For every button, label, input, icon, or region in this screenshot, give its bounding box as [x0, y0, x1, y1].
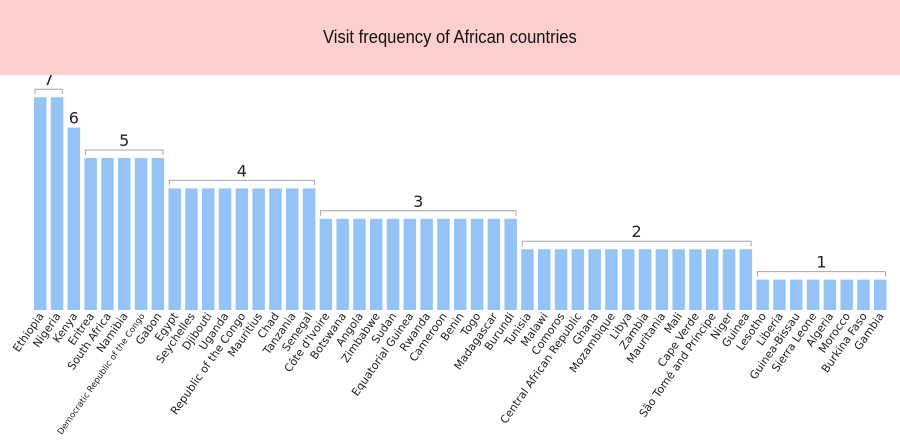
bar	[790, 279, 803, 310]
bar	[806, 279, 820, 310]
bar	[605, 249, 618, 310]
bar	[756, 279, 769, 310]
bar	[101, 158, 114, 310]
bar	[34, 97, 47, 310]
bar	[302, 188, 316, 310]
bar	[823, 279, 837, 310]
bar	[168, 188, 181, 310]
bar	[857, 279, 870, 310]
bar	[689, 249, 702, 310]
bar	[386, 218, 400, 310]
bar	[437, 218, 450, 310]
bar	[151, 158, 165, 310]
bar	[218, 188, 232, 310]
group-value-label: 2	[632, 222, 642, 241]
bar	[370, 218, 383, 310]
bar	[235, 188, 249, 310]
group-value-label: 4	[237, 161, 247, 180]
group-bracket	[320, 210, 517, 216]
bar	[588, 249, 601, 310]
group-bracket	[34, 88, 63, 95]
bar	[420, 218, 433, 310]
group-bracket	[168, 179, 315, 186]
bar	[840, 279, 853, 310]
bar	[454, 218, 467, 310]
group-value-label: 6	[69, 109, 79, 128]
bar	[706, 249, 719, 310]
bar	[134, 158, 148, 310]
group-value-label: 3	[413, 192, 423, 211]
bars-group	[34, 97, 887, 310]
group-brackets: 7 6 5 4 3 2 1	[34, 75, 886, 277]
bar	[470, 218, 484, 310]
bar	[504, 218, 517, 310]
bar	[571, 249, 585, 310]
group-bracket	[756, 271, 886, 277]
bar	[773, 279, 786, 310]
bar	[874, 279, 887, 310]
chart-header: Visit frequency of African countries	[0, 0, 900, 75]
bar	[252, 188, 265, 310]
group-value-label: 7	[44, 75, 54, 89]
bar	[638, 249, 652, 310]
chart-title: Visit frequency of African countries	[323, 27, 577, 47]
bar	[739, 249, 753, 310]
group-value-label: 1	[816, 253, 826, 272]
bar	[672, 249, 685, 310]
bar	[403, 218, 417, 310]
bar	[202, 188, 215, 310]
bar	[67, 127, 81, 310]
bar	[538, 249, 551, 310]
bar	[50, 97, 64, 310]
bar	[84, 158, 97, 310]
bar-chart: 7 6 5 4 3 2 1 EthiopiaNigeriaKenyaEritreaSouth…	[10, 75, 887, 437]
bar	[622, 249, 635, 310]
bar	[353, 218, 366, 310]
group-bracket	[84, 149, 164, 155]
bar	[655, 249, 669, 310]
bar	[487, 218, 501, 310]
group-value-label: 5	[119, 131, 129, 150]
group-bracket	[521, 240, 752, 247]
bar	[722, 249, 736, 310]
bar	[118, 158, 131, 310]
bar	[269, 188, 282, 310]
bar	[521, 249, 534, 310]
bar	[185, 188, 198, 310]
bar	[286, 188, 299, 310]
bar	[554, 249, 568, 310]
bar	[336, 218, 349, 310]
bar	[319, 218, 333, 310]
